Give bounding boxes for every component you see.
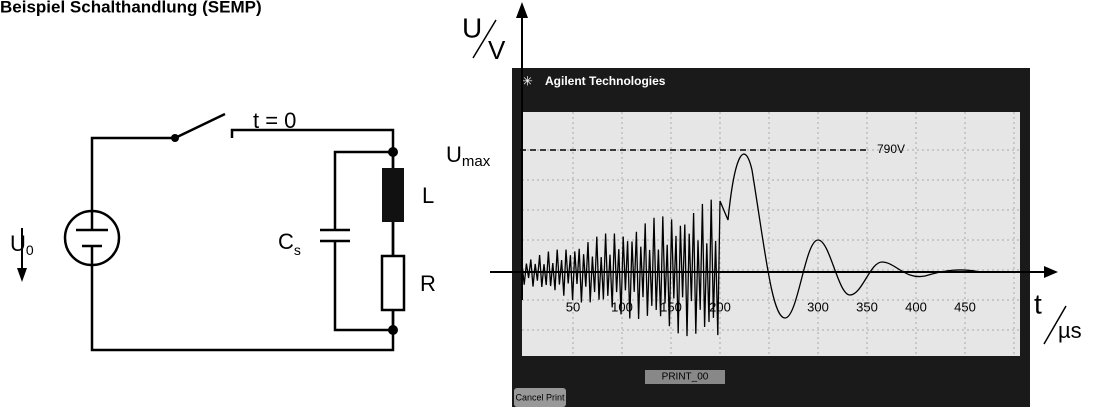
- symbol: U: [446, 142, 462, 167]
- circuit: t = 0 U0 Cs L R: [10, 108, 436, 350]
- x-tick-label: 50: [566, 299, 580, 314]
- symbol: U: [10, 231, 26, 256]
- figure: Beispiel Schalthandlung (SEMP) t = 0 U0 …: [0, 0, 1093, 407]
- capacitor-label: Cs: [278, 229, 301, 258]
- subscript: 0: [26, 242, 34, 258]
- wire: [232, 130, 393, 152]
- arrow-head: [17, 268, 27, 282]
- x-axis-symbol: t: [1034, 288, 1042, 319]
- resistor-label: R: [420, 271, 436, 296]
- oscilloscope: ✳ Agilent Technologies PRINT_00 Cancel P…: [512, 68, 1030, 407]
- y-axis-symbol: U: [462, 12, 482, 43]
- wire: [92, 138, 393, 350]
- brand: Agilent Technologies: [545, 74, 666, 88]
- title: Beispiel Schalthandlung (SEMP): [0, 0, 262, 16]
- x-tick-label: 100: [611, 299, 633, 314]
- inductor-label: L: [422, 183, 434, 208]
- inductor: [382, 168, 404, 222]
- x-axis-unit: µs: [1058, 318, 1082, 343]
- switch-pivot: [171, 134, 179, 142]
- subscript: s: [294, 242, 301, 258]
- arrow-head: [516, 2, 528, 18]
- x-tick-label: 400: [905, 299, 927, 314]
- arrow-head: [1044, 266, 1058, 278]
- switch-label: t = 0: [253, 108, 296, 133]
- node: [388, 147, 398, 157]
- sparkle: ✳: [522, 73, 533, 88]
- y-axis-unit: V: [488, 35, 506, 65]
- node: [388, 325, 398, 335]
- peak-symbol: Umax: [446, 142, 491, 170]
- subscript: max: [462, 153, 491, 170]
- x-tick-label: 350: [856, 299, 878, 314]
- peak-value: 790V: [877, 142, 905, 156]
- switch: [175, 114, 225, 138]
- x-tick-label: 450: [954, 299, 976, 314]
- source-label: U0: [10, 231, 34, 258]
- print-label: PRINT_00: [662, 372, 709, 383]
- resistor: [382, 256, 404, 310]
- x-tick-label: 150: [660, 299, 682, 314]
- symbol: C: [278, 229, 294, 254]
- x-tick-label: 200: [709, 299, 731, 314]
- x-tick-label: 300: [807, 299, 829, 314]
- scope-screen: [522, 112, 1020, 356]
- cancel-button-label[interactable]: Cancel Print: [515, 392, 565, 402]
